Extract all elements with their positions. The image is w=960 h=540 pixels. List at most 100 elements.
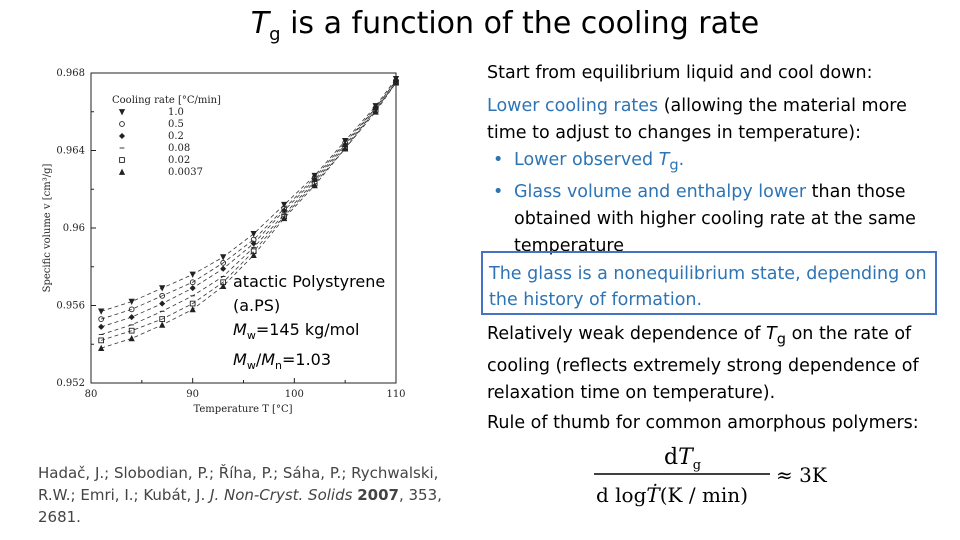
- data-point-triangle-down: [281, 201, 288, 209]
- ratio-mn-subscript: n: [275, 359, 282, 373]
- y-tick-label: 0.964: [56, 146, 85, 157]
- intro-text: Start from equilibrium liquid and cool d…: [487, 63, 873, 83]
- p3-text-a: Relatively weak dependence of: [487, 324, 767, 344]
- data-point-triangle-down: [98, 308, 105, 315]
- x-axis-label: Temperature T [°C]: [194, 404, 293, 415]
- ratio-value: =1.03: [282, 350, 332, 370]
- legend-entry: 0.0037: [168, 167, 203, 178]
- y-tick-label: 0.968: [56, 68, 85, 79]
- ratio-mn-symbol: M: [261, 350, 276, 370]
- reference-authors: Hadač, J.; Slobodian, P.; Říha, P.; Sáha…: [38, 464, 439, 504]
- y-tick-label: 0.952: [56, 378, 85, 389]
- ratio-mw-symbol: M: [233, 350, 247, 370]
- mw-symbol: M: [233, 320, 247, 339]
- reference-journal: J. Non-Cryst. Solids: [210, 486, 353, 504]
- data-point-square: [98, 337, 105, 344]
- bullet-lower-tg: Lower observed Tg.: [487, 147, 942, 179]
- x-tick-label: 80: [85, 389, 98, 400]
- p3-t-symbol: T: [766, 324, 777, 344]
- bullet-list: Lower observed Tg. Glass volume and enth…: [487, 147, 942, 260]
- data-point-triangle-up: [342, 145, 349, 152]
- formula-numerator: dTg: [664, 445, 701, 473]
- legend-entry: 0.02: [168, 155, 190, 166]
- data-point-triangle-up: [281, 214, 288, 222]
- data-point-diamond: [118, 132, 126, 140]
- rule-of-thumb-text: Rule of thumb for common amorphous polym…: [487, 413, 919, 433]
- legend-entry: 0.08: [168, 143, 190, 154]
- data-point-diamond: [220, 265, 227, 272]
- data-point-triangle-down: [220, 254, 227, 261]
- legend-title: Cooling rate [°C/min]: [112, 95, 221, 106]
- annotation-mw: Mw=145 kg/mol: [233, 318, 385, 348]
- y-tick-label: 0.956: [56, 301, 85, 312]
- data-point-diamond: [250, 240, 257, 247]
- weak-dependence-paragraph: Relatively weak dependence of Tg on the …: [487, 321, 937, 407]
- data-point-hexagon: [98, 316, 105, 322]
- data-point-hexagon: [189, 279, 196, 286]
- formula-denominator: d logṪ(K / min): [596, 483, 748, 507]
- series-curve: [101, 82, 397, 349]
- data-point-hexagon: [220, 260, 227, 266]
- data-point-square: [159, 316, 166, 322]
- legend: 1.00.50.20.080.020.0037: [118, 107, 203, 178]
- sample-annotation: atactic Polystyrene (a.PS) Mw=145 kg/mol…: [233, 270, 385, 378]
- x-axis-ticks: 80 90 100 110: [85, 378, 406, 400]
- ratio-mw-subscript: w: [246, 359, 256, 373]
- data-point-diamond: [159, 300, 166, 307]
- data-point-triangle-up: [311, 181, 318, 189]
- mw-subscript: w: [246, 329, 256, 343]
- ratio-slash: /: [255, 350, 262, 370]
- series-points: [98, 75, 400, 351]
- y-tick-label: 0.96: [63, 223, 85, 234]
- bullet-glass-volume: Glass volume and enthalpy lower than tho…: [487, 179, 942, 260]
- data-point-square: [128, 327, 135, 334]
- mw-value: =145 kg/mol: [255, 320, 360, 339]
- p3-t-subscript: g: [776, 330, 787, 348]
- bullet1-t-subscript: g: [669, 156, 679, 174]
- data-point-triangle-up: [189, 305, 196, 313]
- lower-cooling-paragraph: Lower cooling rates (allowing the materi…: [487, 93, 942, 147]
- bullet2-rest: than those obtained with higher cooling …: [514, 181, 916, 256]
- reference-volume-pages: , 353, 2681.: [38, 486, 442, 526]
- formula-rhs: ≈ 3K: [776, 463, 828, 487]
- right-text-column: Start from equilibrium liquid and cool d…: [487, 60, 942, 260]
- data-point-triangle-up: [250, 251, 257, 258]
- bullet1-t-symbol: T: [658, 150, 670, 170]
- bullet1-text: Lower observed: [514, 150, 659, 170]
- x-tick-label: 90: [186, 389, 199, 400]
- legend-entry: 1.0: [168, 107, 184, 118]
- data-point-triangle-down: [159, 285, 166, 292]
- x-tick-label: 100: [285, 389, 304, 400]
- data-point-triangle-up: [118, 168, 126, 175]
- data-point-triangle-up: [220, 282, 227, 289]
- slide-title: Tg is a function of the cooling rate: [0, 6, 960, 45]
- title-t-subscript: g: [269, 24, 281, 45]
- reference-year: 2007: [357, 486, 399, 504]
- annotation-line2: (a.PS): [233, 296, 281, 315]
- data-point-hexagon: [119, 121, 125, 127]
- bullet1-end: .: [678, 150, 685, 170]
- y-axis-ticks: 0.952 0.956 0.96 0.964 0.968: [56, 68, 96, 389]
- data-point-triangle-up: [159, 321, 166, 328]
- y-axis-label: Specific volume v [cm³/g]: [42, 164, 53, 293]
- title-text: is a function of the cooling rate: [280, 6, 760, 41]
- data-point-hexagon: [128, 306, 135, 313]
- data-point-triangle-up: [372, 108, 379, 115]
- legend-entry: 0.5: [168, 119, 184, 130]
- data-point-triangle-down: [250, 230, 257, 238]
- data-point-diamond: [189, 285, 196, 292]
- p3-text-b: on the rate of cooling (reflects extreme…: [487, 324, 919, 403]
- bullet2-highlight: Glass volume and enthalpy lower: [514, 181, 807, 202]
- data-point-triangle-down: [118, 109, 126, 116]
- data-point-square: [119, 157, 125, 163]
- data-point-diamond: [128, 314, 135, 321]
- x-tick-label: 110: [386, 389, 405, 400]
- lower-cooling-highlight: Lower cooling rates: [487, 96, 659, 116]
- title-t-symbol: T: [250, 6, 270, 41]
- annotation-line1: atactic Polystyrene: [233, 272, 386, 291]
- rule-of-thumb-formula: dTg d logṪ(K / min) ≈ 3K: [594, 445, 828, 507]
- annotation-dispersity: Mw/Mn=1.03: [233, 348, 385, 378]
- data-point-diamond: [98, 323, 105, 330]
- data-point-triangle-down: [189, 271, 196, 278]
- nonequilibrium-box: The glass is a nonequilibrium state, dep…: [481, 251, 937, 315]
